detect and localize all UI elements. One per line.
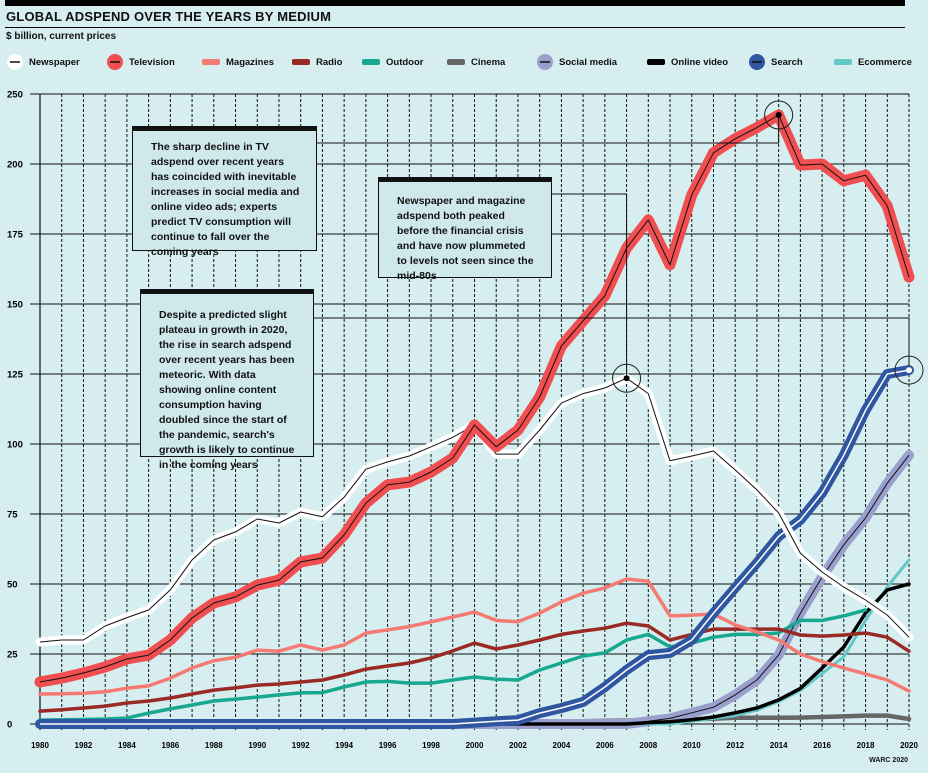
top-bar: [5, 0, 905, 6]
x-tick-label: 2016: [813, 741, 831, 750]
y-tick-label: 100: [7, 440, 23, 451]
series-television: [34, 109, 915, 688]
legend-swatch: [202, 59, 220, 65]
highlight-circle: [894, 355, 924, 385]
x-tick-label: 1996: [379, 741, 397, 750]
legend-item-magazines: Magazines: [201, 54, 274, 70]
legend-swatch: [362, 59, 380, 65]
legend-label: Newspaper: [29, 56, 80, 68]
legend-swatch: [834, 59, 852, 65]
y-tick-label: 75: [7, 510, 18, 521]
y-tick-label: 0: [7, 720, 12, 731]
x-tick-label: 2000: [466, 741, 484, 750]
legend-swatch: [7, 54, 23, 70]
legend-swatch: [537, 54, 553, 70]
annotation-connector: [317, 115, 780, 144]
annotation-connector: [552, 193, 628, 379]
series-outdoor: [38, 608, 868, 722]
legend-item-outdoor: Outdoor: [361, 54, 423, 70]
chart-subtitle: $ billion, current prices: [6, 31, 117, 42]
highlight-dot: [775, 112, 782, 118]
series-radio: [38, 621, 911, 713]
title-rule: [5, 27, 905, 28]
legend-label: Radio: [316, 56, 343, 68]
x-tick-label: 1986: [161, 741, 179, 750]
legend-label: Magazines: [226, 56, 275, 68]
series-search: [35, 365, 914, 729]
legend-label: Cinema: [471, 56, 506, 68]
annotation-television: The sharp decline in TV adspend over rec…: [132, 126, 317, 258]
series-line-center-television: [39, 114, 910, 683]
annotation-text: Newspaper and magazine adspend both peak…: [397, 195, 534, 282]
y-tick-label: 200: [7, 160, 23, 171]
series-magazines: [38, 577, 911, 696]
x-tick-label: 1990: [248, 741, 266, 750]
x-tick-label: 1992: [292, 741, 310, 750]
series-line-outdoor: [38, 608, 868, 722]
legend-item-online-video: Online video: [646, 54, 728, 70]
legend-swatch: [292, 59, 310, 65]
legend: Newspaper Television Magazines Radio Outdoor…: [6, 54, 916, 70]
x-tick-label: 1988: [205, 741, 223, 750]
legend-swatch: [107, 54, 123, 70]
legend-swatch: [749, 54, 765, 70]
legend-label: Outdoor: [386, 56, 424, 68]
y-tick-label: 175: [7, 230, 24, 241]
highlight-dot: [623, 375, 630, 382]
highlight-circle: [764, 100, 794, 130]
annotation-text: The sharp decline in TV adspend over rec…: [151, 141, 300, 258]
legend-item-cinema: Cinema: [446, 54, 505, 70]
legend-item-radio: Radio: [291, 54, 342, 70]
legend-swatch: [447, 59, 465, 65]
x-tick-label: 2018: [857, 741, 875, 750]
legend-label: Online video: [671, 56, 729, 68]
legend-label: Ecommerce: [858, 56, 912, 68]
x-tick-label: 2010: [683, 741, 701, 750]
legend-item-search: Search: [748, 54, 803, 70]
series-lines: [34, 109, 915, 729]
x-tick-label: 1998: [422, 741, 440, 750]
annotation-text: Despite a predicted slight plateau in gr…: [159, 309, 295, 471]
x-tick-label: 1980: [31, 741, 49, 750]
legend-label: Television: [129, 56, 175, 68]
x-tick-label: 2008: [639, 741, 657, 750]
legend-item-newspaper: Newspaper: [6, 54, 80, 70]
legend-item-social-media: Social media: [536, 54, 617, 70]
x-tick-label: 1982: [75, 741, 93, 750]
highlight-dot: [906, 367, 912, 374]
annotation-newspaper: Newspaper and magazine adspend both peak…: [378, 177, 552, 282]
x-tick-label: 2002: [509, 741, 527, 750]
x-tick-label: 2004: [553, 741, 571, 750]
y-tick-label: 150: [7, 300, 23, 311]
x-tick-label: 2012: [726, 741, 744, 750]
x-tick-label: 1994: [335, 741, 353, 750]
legend-label: Search: [771, 56, 803, 68]
x-tick-label: 2020: [900, 741, 918, 750]
x-tick-label: 2014: [770, 741, 788, 750]
x-tick-label: 2006: [596, 741, 614, 750]
source-credit: WARC 2020: [869, 757, 908, 764]
annotation-search: Despite a predicted slight plateau in gr…: [140, 289, 314, 471]
y-tick-label: 125: [7, 370, 24, 381]
y-tick-label: 25: [7, 650, 18, 661]
legend-label: Social media: [559, 56, 618, 68]
y-tick-label: 50: [7, 580, 18, 591]
highlight-circle: [612, 363, 642, 393]
x-tick-label: 1984: [118, 741, 136, 750]
legend-swatch: [647, 59, 665, 65]
chart-title: GLOBAL ADSPEND OVER THE YEARS BY MEDIUM: [6, 9, 332, 24]
series-line-radio: [38, 621, 911, 713]
annotation-connector: [314, 317, 910, 371]
y-tick-label: 250: [7, 90, 23, 101]
legend-item-television: Television: [106, 54, 175, 70]
legend-item-ecommerce: Ecommerce: [833, 54, 912, 70]
